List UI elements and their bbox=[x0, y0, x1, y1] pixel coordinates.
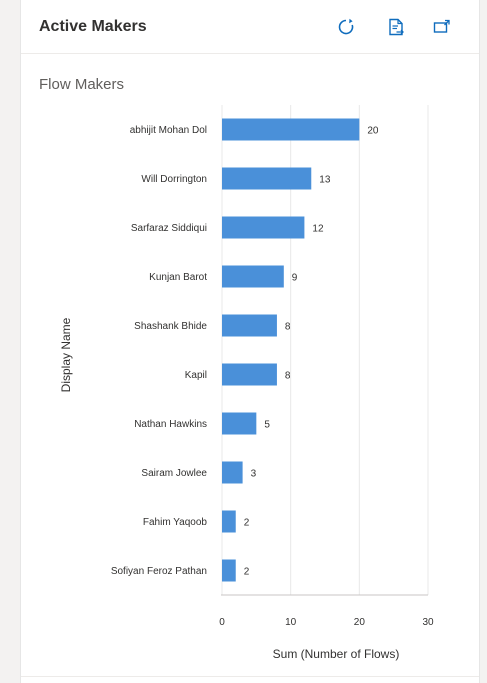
y-category-label: Kunjan Barot bbox=[149, 272, 207, 283]
active-makers-card: Active Makers Flow Makers bbox=[20, 0, 480, 683]
bar bbox=[222, 167, 312, 190]
bar-value-label: 9 bbox=[292, 273, 298, 284]
bar bbox=[222, 118, 360, 141]
y-axis-title: Display Name bbox=[59, 317, 73, 392]
y-category-label: Nathan Hawkins bbox=[134, 419, 207, 430]
bar bbox=[222, 216, 305, 239]
bar-value-label: 12 bbox=[312, 224, 324, 235]
refresh-icon[interactable] bbox=[335, 16, 357, 38]
bar-value-label: 2 bbox=[244, 518, 250, 529]
bar-value-label: 3 bbox=[251, 469, 257, 480]
bar-chart: 0 10 20 30 abhijit Mohan Dol 20 Will Dorringto… bbox=[59, 105, 434, 661]
x-tick-label: 10 bbox=[285, 617, 297, 628]
x-tick-label: 30 bbox=[422, 617, 434, 628]
bar bbox=[222, 510, 236, 533]
card-title: Active Makers bbox=[39, 18, 147, 35]
x-tick-label: 20 bbox=[354, 617, 366, 628]
export-data-icon[interactable] bbox=[385, 16, 407, 38]
y-category-label: Shashank Bhide bbox=[134, 321, 207, 332]
y-category-label: Kapil bbox=[185, 370, 207, 381]
bar bbox=[222, 461, 243, 484]
bar-value-label: 13 bbox=[319, 175, 331, 186]
popout-icon[interactable] bbox=[431, 16, 453, 38]
y-category-label: Sofiyan Feroz Pathan bbox=[111, 566, 207, 577]
bar bbox=[222, 559, 236, 582]
bar-value-label: 20 bbox=[367, 126, 379, 137]
x-tick-label: 0 bbox=[219, 617, 225, 628]
bar bbox=[222, 265, 284, 288]
bar-value-label: 5 bbox=[264, 420, 270, 431]
card-header: Active Makers bbox=[21, 0, 479, 54]
y-category-label: abhijit Mohan Dol bbox=[130, 125, 207, 136]
y-category-label: Fahim Yaqoob bbox=[143, 517, 208, 528]
bar bbox=[222, 363, 277, 386]
bar bbox=[222, 314, 277, 337]
y-category-label: Sairam Jowlee bbox=[141, 468, 207, 479]
x-axis-title: Sum (Number of Flows) bbox=[273, 647, 400, 661]
y-category-label: Sarfaraz Siddiqui bbox=[131, 223, 207, 234]
bar bbox=[222, 412, 257, 435]
chart-title: Flow Makers bbox=[39, 76, 125, 93]
card-bottom-divider bbox=[21, 676, 479, 677]
bar-value-label: 8 bbox=[285, 322, 291, 333]
y-category-label: Will Dorrington bbox=[141, 174, 207, 185]
bar-value-label: 2 bbox=[244, 567, 250, 578]
bar-value-label: 8 bbox=[285, 371, 291, 382]
